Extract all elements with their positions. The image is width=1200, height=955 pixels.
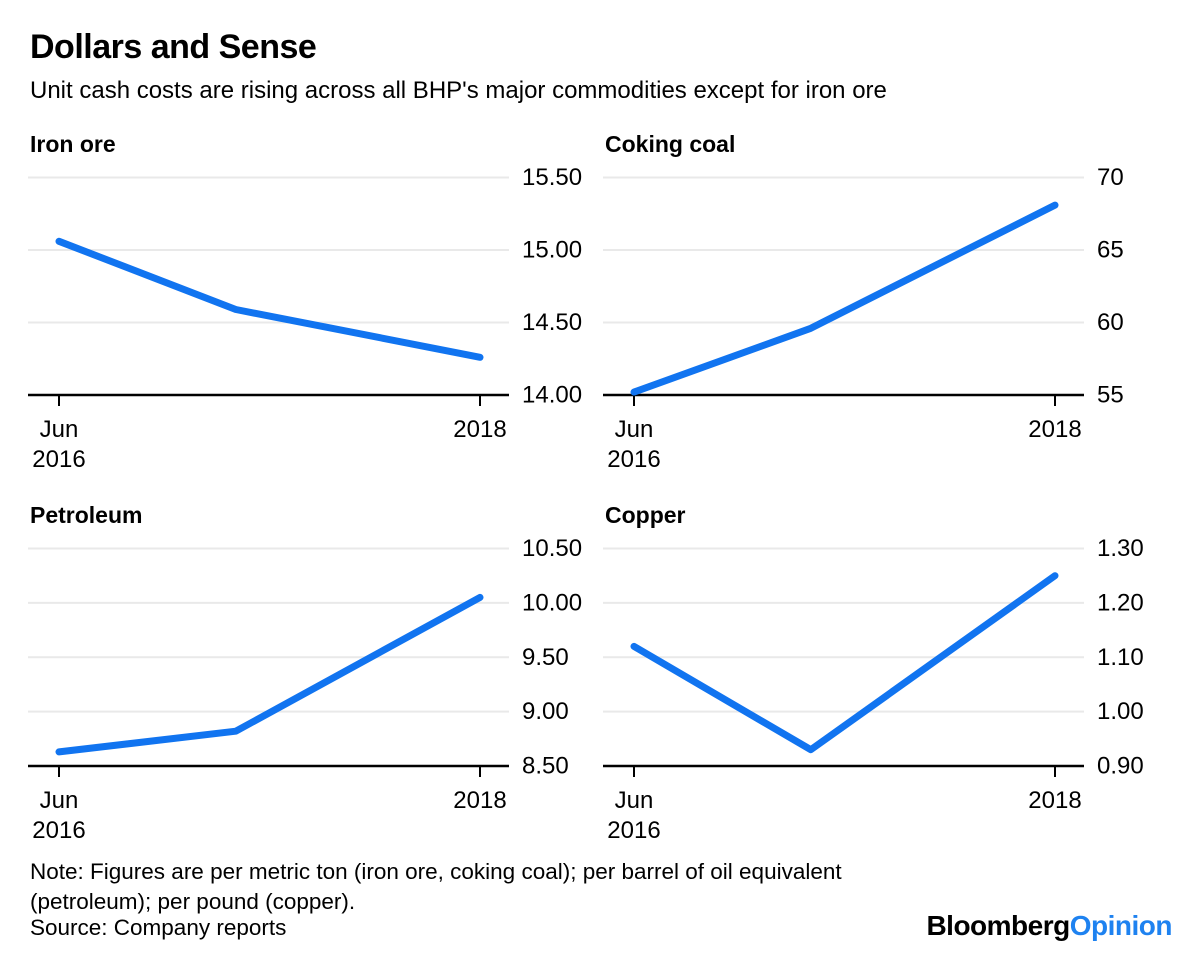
x-tick-label-left-line2: 2016: [607, 446, 660, 473]
chart-panel-coking-coal: Coking coal 70 65 60 55 Jun 2016 2018: [603, 131, 1181, 476]
y-tick-label: 65: [1097, 237, 1124, 264]
page-title: Dollars and Sense: [30, 28, 317, 66]
y-tick-label: 15.00: [522, 237, 582, 264]
y-tick-label: 1.30: [1097, 535, 1144, 562]
y-tick-label: 60: [1097, 309, 1124, 336]
logo-bloomberg-text: Bloomberg: [926, 910, 1070, 941]
y-tick-label: 10.00: [522, 589, 582, 616]
data-line: [630, 201, 1059, 396]
y-tick-label: 1.20: [1097, 589, 1144, 616]
y-tick-label: 1.10: [1097, 644, 1144, 671]
chart-note: Note: Figures are per metric ton (iron o…: [30, 857, 842, 917]
data-line: [55, 237, 484, 361]
x-tick-label-right: 2018: [453, 416, 506, 443]
y-tick-label: 14.00: [522, 382, 582, 409]
chart-note-line-2: (petroleum); per pound (copper).: [30, 889, 356, 914]
chart-title-coking-coal: Coking coal: [605, 131, 736, 157]
x-tick-label-right: 2018: [1028, 416, 1081, 443]
logo-opinion-text: Opinion: [1069, 910, 1173, 941]
x-tick-label-left-line1: Jun: [615, 787, 654, 814]
x-tick-label-left-line1: Jun: [40, 416, 79, 443]
y-tick-label: 8.50: [522, 753, 569, 780]
chart-panel-petroleum: Petroleum 10.50 10.00 9.50 9.00 8.50 Jun 2016 2…: [28, 502, 606, 847]
data-line: [630, 572, 1059, 754]
y-tick-label: 9.50: [522, 644, 569, 671]
x-tick-label-right: 2018: [1028, 787, 1081, 814]
chart-panel-copper: Copper 1.30 1.20 1.10 1.00 0.90 Jun 2016 2018: [603, 502, 1181, 847]
chart-title-petroleum: Petroleum: [30, 502, 143, 528]
chart-title-copper: Copper: [605, 502, 686, 528]
y-tick-label: 1.00: [1097, 698, 1144, 725]
chart-title-iron-ore: Iron ore: [30, 131, 116, 157]
chart-note-line-1: Note: Figures are per metric ton (iron o…: [30, 859, 842, 884]
x-tick-label-left-line1: Jun: [615, 416, 654, 443]
x-tick-label-left-line2: 2016: [32, 817, 85, 844]
y-tick-label: 15.50: [522, 164, 582, 191]
page-subtitle: Unit cash costs are rising across all BH…: [30, 77, 887, 104]
x-tick-label-left-line2: 2016: [607, 817, 660, 844]
chart-panel-iron-ore: Iron ore 15.50 15.00 14.50 14.00 Jun 2016 2018: [28, 131, 606, 476]
bloomberg-opinion-logo: BloombergOpinion: [926, 910, 1172, 942]
petroleum-line-chart: 10.50 10.00 9.50 9.00 8.50 Jun 2016 2018: [28, 535, 582, 844]
chart-source: Source: Company reports: [30, 915, 287, 940]
data-line: [55, 593, 484, 756]
x-tick-label-right: 2018: [453, 787, 506, 814]
copper-line-chart: 1.30 1.20 1.10 1.00 0.90 Jun 2016 2018: [603, 535, 1144, 844]
x-tick-label-left-line1: Jun: [40, 787, 79, 814]
y-tick-label: 14.50: [522, 309, 582, 336]
iron-ore-line-chart: 15.50 15.00 14.50 14.00 Jun 2016 2018: [28, 164, 582, 473]
coking-coal-line-chart: 70 65 60 55 Jun 2016 2018: [603, 164, 1124, 473]
y-tick-label: 70: [1097, 164, 1124, 191]
y-tick-label: 55: [1097, 382, 1124, 409]
y-tick-label: 0.90: [1097, 753, 1144, 780]
y-tick-label: 10.50: [522, 535, 582, 562]
y-tick-label: 9.00: [522, 698, 569, 725]
x-tick-label-left-line2: 2016: [32, 446, 85, 473]
